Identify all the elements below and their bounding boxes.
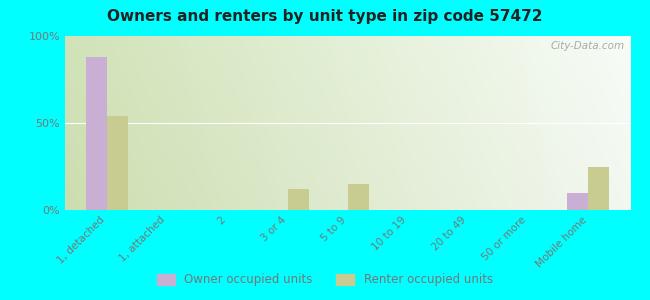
Bar bbox=[348, 184, 369, 210]
Bar bbox=[86, 57, 107, 210]
Bar bbox=[287, 189, 309, 210]
Legend: Owner occupied units, Renter occupied units: Owner occupied units, Renter occupied un… bbox=[153, 269, 497, 291]
Text: City-Data.com: City-Data.com bbox=[551, 41, 625, 51]
Text: Owners and renters by unit type in zip code 57472: Owners and renters by unit type in zip c… bbox=[107, 9, 543, 24]
Bar bbox=[567, 193, 588, 210]
Bar bbox=[588, 167, 610, 210]
Bar bbox=[107, 116, 128, 210]
